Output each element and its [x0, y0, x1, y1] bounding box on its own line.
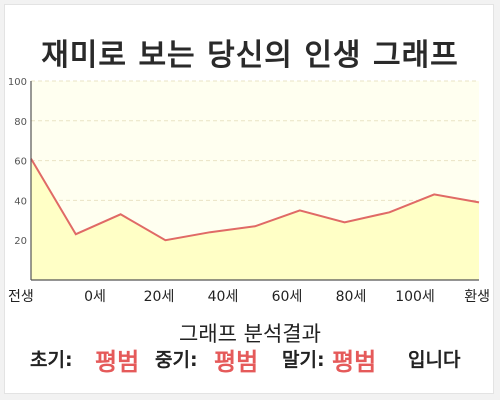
y-tick-labels: 20 40 60 80 100	[8, 77, 27, 247]
x-tick-label: 60세	[272, 289, 303, 305]
x-tick-label: 40세	[208, 289, 239, 305]
y-tick-label: 80	[14, 117, 27, 128]
y-tick-label: 100	[8, 77, 27, 88]
life-line	[30, 158, 480, 242]
axes	[30, 81, 479, 281]
y-tick-label: 60	[14, 157, 27, 168]
early-label: 초기:	[30, 349, 73, 371]
x-tick-label: 100세	[395, 289, 435, 305]
y-tick-label: 20	[14, 236, 27, 247]
late-label: 말기:	[282, 349, 325, 371]
x-tick-label: 20세	[144, 289, 175, 305]
x-tick-label: 전생	[8, 289, 34, 305]
life-area-fill	[31, 158, 479, 280]
y-tick-label: 40	[14, 196, 27, 207]
middle-label: 중기:	[155, 349, 198, 371]
x-tick-label: 80세	[336, 289, 367, 305]
x-tick-label: 환생	[464, 289, 490, 305]
page-title: 재미로 보는 당신의 인생 그래프	[41, 38, 459, 73]
result-suffix: 입니다	[408, 349, 461, 371]
x-tick-label: 0세	[84, 289, 106, 305]
life-graph-chart: 20 40 60 80 100 전생 0세 20세 40세 60세 80세 100세 환생	[8, 77, 490, 305]
early-value: 평범	[95, 348, 140, 376]
middle-value: 평범	[214, 348, 259, 376]
late-value: 평범	[332, 348, 377, 376]
result-summary: 초기: 평범 중기: 평범 말기: 평범 입니다	[0, 345, 500, 385]
result-heading: 그래프 분석결과	[179, 322, 321, 346]
x-tick-labels: 전생 0세 20세 40세 60세 80세 100세 환생	[8, 289, 490, 305]
